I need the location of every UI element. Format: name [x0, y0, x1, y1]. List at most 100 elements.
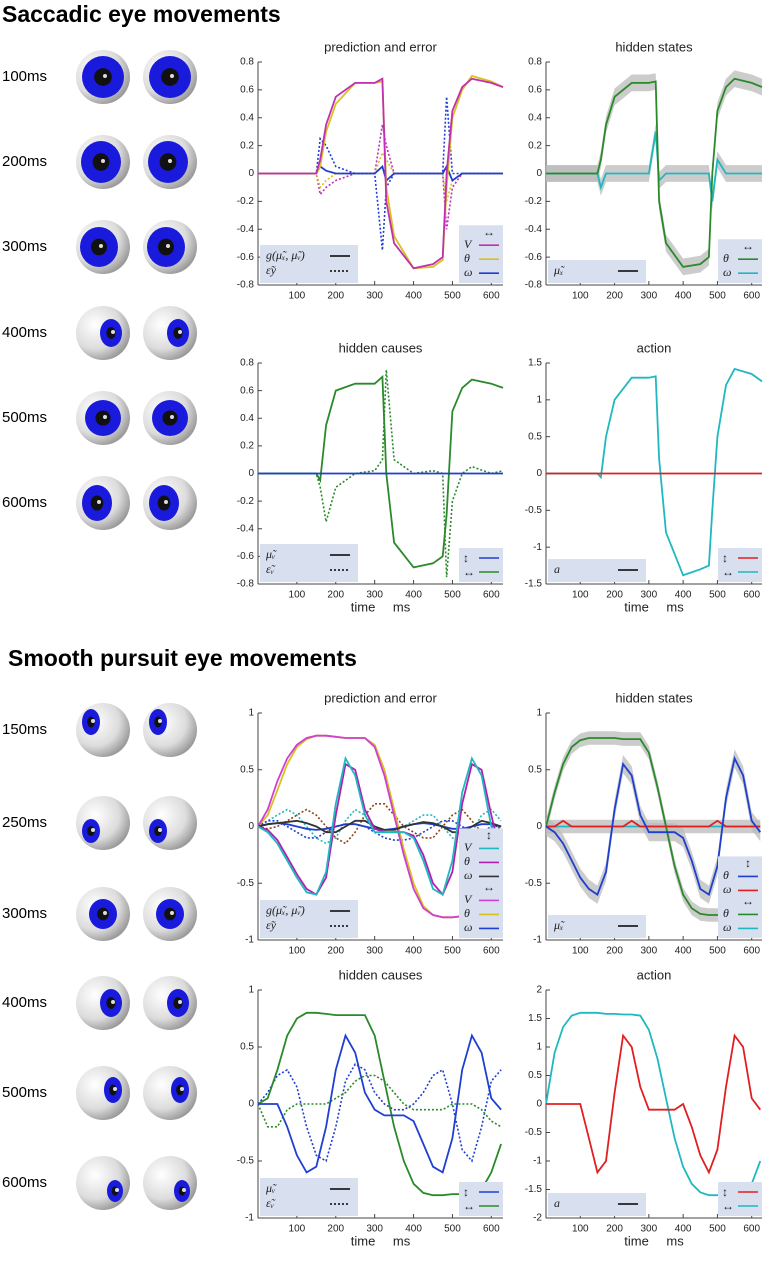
- legend-box: [548, 559, 646, 582]
- legend-label: g(μ̃ₓ, μ̃ᵥ): [266, 248, 305, 262]
- eyeball: [143, 1156, 197, 1210]
- y-tick-label: 0.4: [240, 413, 254, 424]
- x-tick-label: 200: [327, 946, 344, 957]
- y-tick-label: 0.6: [240, 85, 254, 96]
- legend-label: μ̃ᵥ: [265, 1181, 277, 1195]
- legend-box: [548, 260, 646, 283]
- legend-label: ω: [464, 920, 472, 934]
- pupil: [95, 410, 111, 426]
- series-line: [258, 77, 504, 270]
- eye-time-label: 150ms: [2, 721, 47, 738]
- legend-label: V: [464, 892, 473, 906]
- chart-title: action: [637, 340, 672, 355]
- legend-label: μ̃ₓ: [553, 918, 565, 932]
- x-tick-label: 200: [327, 590, 344, 601]
- glint: [164, 500, 168, 504]
- y-tick-label: 0: [536, 468, 542, 479]
- x-tick-label: 200: [606, 590, 623, 601]
- y-tick-label: 1.5: [528, 358, 542, 369]
- legend-label: ω: [464, 265, 472, 279]
- y-tick-label: 0: [248, 1099, 254, 1110]
- glint: [99, 244, 103, 248]
- x-tick-label: 600: [743, 590, 760, 601]
- x-tick-label: 600: [483, 291, 500, 302]
- legend-label: ε̃y: [266, 263, 277, 277]
- x-tick-label: 500: [444, 590, 461, 601]
- y-tick-label: 1: [536, 1042, 542, 1053]
- legend-label: ε̃ᵥ: [266, 562, 276, 576]
- legend-label: g(μ̃ₓ, μ̃ᵥ): [266, 903, 305, 917]
- x-tick-label: 500: [709, 291, 726, 302]
- x-axis-label: time ms: [624, 599, 684, 614]
- x-tick-label: 400: [405, 590, 422, 601]
- eyeball: [76, 1066, 130, 1120]
- y-tick-label: -0.8: [525, 280, 543, 291]
- eyeball: [143, 1066, 197, 1120]
- x-tick-label: 400: [675, 590, 692, 601]
- glint: [111, 330, 115, 334]
- series-line: [546, 367, 763, 577]
- x-tick-label: 400: [405, 1224, 422, 1235]
- glint: [103, 911, 107, 915]
- pupil: [161, 68, 179, 86]
- x-tick-label: 600: [743, 1224, 760, 1235]
- pupil: [92, 153, 110, 171]
- x-tick-label: 600: [483, 590, 500, 601]
- y-tick-label: 1: [536, 394, 542, 405]
- eye-time-label: 500ms: [2, 409, 47, 426]
- eye-time-label: 400ms: [2, 324, 47, 341]
- legend-box: [459, 548, 503, 582]
- legend-label: θ: [464, 854, 470, 868]
- y-tick-label: 0.5: [528, 764, 542, 775]
- glint: [166, 244, 170, 248]
- error-line: [258, 124, 503, 230]
- glint: [91, 828, 95, 832]
- x-tick-label: 300: [641, 291, 658, 302]
- x-tick-label: 600: [483, 1224, 500, 1235]
- chart-title: hidden states: [615, 39, 693, 54]
- x-tick-label: 400: [675, 946, 692, 957]
- legend-group-title: ↔: [742, 239, 754, 253]
- y-tick-label: 0: [248, 468, 254, 479]
- legend-group-title: ↔: [742, 894, 754, 908]
- x-tick-label: 500: [709, 590, 726, 601]
- chart-title: hidden causes: [339, 967, 423, 982]
- pupil: [157, 495, 171, 511]
- y-tick-label: -1.5: [525, 1184, 543, 1195]
- legend-box: [260, 544, 358, 582]
- legend-group-title: ↕: [463, 551, 469, 565]
- y-tick-label: -0.5: [525, 505, 543, 516]
- glint: [91, 719, 95, 723]
- y-tick-label: 0.2: [240, 140, 254, 151]
- glint: [180, 1087, 184, 1091]
- legend-group-title: ↔: [463, 565, 475, 579]
- y-tick-label: -0.5: [237, 1156, 255, 1167]
- eye-time-label: 250ms: [2, 814, 47, 831]
- series-line: [258, 1033, 502, 1174]
- x-tick-label: 100: [572, 291, 589, 302]
- y-tick-label: -1.5: [525, 579, 543, 590]
- y-tick-label: 0.5: [240, 1042, 254, 1053]
- x-tick-label: 400: [405, 291, 422, 302]
- y-tick-label: 1.5: [528, 1013, 542, 1024]
- series-line: [257, 1011, 502, 1197]
- legend-group-title: ↔: [722, 565, 734, 579]
- pupil: [159, 153, 177, 171]
- y-tick-label: 0.5: [528, 431, 542, 442]
- x-tick-label: 300: [366, 590, 383, 601]
- series-line: [257, 755, 502, 896]
- x-tick-label: 500: [444, 291, 461, 302]
- y-tick-label: 0.6: [240, 385, 254, 396]
- legend-label: ω: [723, 265, 731, 279]
- legend-label: ε̃ᵥ: [266, 1196, 276, 1210]
- eye-time-label: 100ms: [2, 68, 47, 85]
- y-tick-label: 0.8: [528, 57, 542, 68]
- y-tick-label: -0.6: [237, 252, 255, 263]
- legend-label: a: [554, 1196, 560, 1210]
- series-line: [257, 762, 502, 897]
- y-tick-label: -1: [533, 935, 542, 946]
- section-title: Saccadic eye movements: [2, 1, 281, 27]
- legend-label: μ̃ᵥ: [265, 547, 277, 561]
- x-tick-label: 400: [675, 291, 692, 302]
